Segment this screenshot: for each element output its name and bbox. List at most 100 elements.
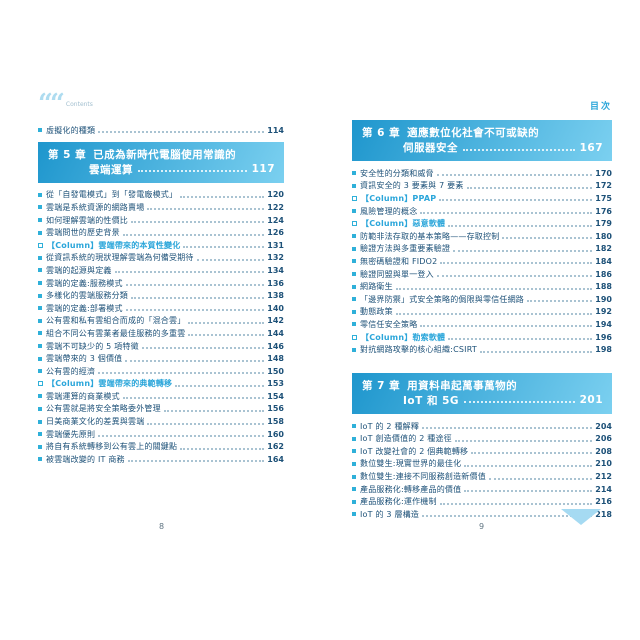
dotted-leader xyxy=(131,221,265,224)
toc-entry-page: 218 xyxy=(595,509,612,519)
toc-entry-title: 公有雲和私有雲組合而成的「混合雲」 xyxy=(46,316,186,326)
chapter-6-entry-list: 安全性的分類和威脅 170 資訊安全的 3 要素與 7 要素 172 【Colu… xyxy=(352,167,612,356)
toc-entry-title: IoT 改變社會的 2 個典範轉移 xyxy=(360,446,469,456)
toc-entry-title: 【Column】勒索軟體 xyxy=(361,332,446,342)
dotted-leader xyxy=(420,325,593,328)
dotted-leader xyxy=(453,249,593,252)
toc-entry-page: 208 xyxy=(595,446,612,456)
toc-entry: IoT 的 3 層構造 218 xyxy=(352,508,612,521)
bullet-square-icon xyxy=(352,272,356,277)
toc-entry-page: 170 xyxy=(595,168,612,178)
bullet-square-icon xyxy=(38,356,42,361)
left-folio: 8 xyxy=(159,522,165,531)
toc-entry-title: IoT 的 3 層構造 xyxy=(360,509,420,519)
toc-entry: 雲端問世的歷史背景 126 xyxy=(38,226,284,239)
toc-entry: 產品服務化:運作機制 216 xyxy=(352,495,612,508)
dotted-leader xyxy=(436,174,593,177)
contents-logo: ““ Contents xyxy=(38,91,284,117)
chapter-number: 第 5 章 xyxy=(48,148,87,161)
right-page-column: 第 6 章 適應數位化社會不可或缺的 伺服器安全 167 安全性的分類和威脅 1… xyxy=(352,120,612,521)
chapter-number: 第 6 章 xyxy=(362,127,401,139)
chapter-page-number: 117 xyxy=(251,163,275,176)
bullet-square-icon xyxy=(38,318,42,323)
toc-entry: IoT 的 2 種解釋 204 xyxy=(352,420,612,433)
bullet-square-icon xyxy=(38,128,42,133)
toc-entry: 雲端不可缺少的 5 項特徵 146 xyxy=(38,340,284,353)
toc-entry: 組合不同公有雲業者最佳服務的多重雲 144 xyxy=(38,327,284,340)
toc-entry-title: 「邊界防禦」式安全策略的侷限與零信任網路 xyxy=(360,294,524,304)
dotted-leader xyxy=(464,401,575,404)
toc-entry-page: 150 xyxy=(267,366,284,376)
chapter-title-line1: 第 6 章 適應數位化社會不可或缺的 xyxy=(362,125,603,140)
toc-entry-page: 124 xyxy=(267,215,284,225)
dotted-leader xyxy=(175,384,265,387)
toc-entry-page: 136 xyxy=(267,278,284,288)
bullet-square-icon xyxy=(352,474,356,479)
toc-entry-page: 188 xyxy=(595,282,612,292)
toc-entry: 產品服務化:轉移產品的價值 214 xyxy=(352,483,612,496)
toc-entry-title: 無密碼驗證和 FIDO2 xyxy=(360,256,438,266)
toc-entry-page: 204 xyxy=(595,421,612,431)
toc-entry-title: 防範非法存取的基本策略——存取控制 xyxy=(360,231,500,241)
bullet-square-icon xyxy=(352,334,357,340)
toc-entry-title: 組合不同公有雲業者最佳服務的多重雲 xyxy=(46,328,186,338)
dotted-leader xyxy=(448,224,593,227)
toc-entry: 網路衛生 188 xyxy=(352,280,612,293)
dotted-leader xyxy=(180,195,265,198)
bullet-square-icon xyxy=(352,449,356,454)
page-header-label: 目次 xyxy=(589,102,612,112)
chapter-title-line1: 第 7 章 用資料串起萬事萬物的 xyxy=(362,378,603,393)
bullet-square-icon xyxy=(352,424,356,429)
toc-entry-title: 產品服務化:運作機制 xyxy=(360,497,437,507)
toc-entry-page: 144 xyxy=(267,328,284,338)
toc-entry: 【Column】勒索軟體 196 xyxy=(352,331,612,344)
chapter-title-text2: 雲端運算 xyxy=(89,163,133,176)
bullet-square-icon xyxy=(38,192,42,197)
toc-entry-page: 114 xyxy=(267,125,284,135)
toc-entry-title: 雲端的定義:部署模式 xyxy=(46,303,123,313)
dotted-leader xyxy=(138,170,247,173)
toc-entry: 多樣化的雲端服務分類 138 xyxy=(38,289,284,302)
bullet-square-icon xyxy=(352,512,356,517)
toc-entry-title: 如何理解雲端的性價比 xyxy=(46,215,128,225)
toc-entry: 如何理解雲端的性價比 124 xyxy=(38,214,284,227)
toc-entry-page: 140 xyxy=(267,303,284,313)
bullet-square-icon xyxy=(38,218,42,223)
dotted-leader xyxy=(122,397,265,400)
dotted-leader xyxy=(183,246,265,249)
toc-entry-title: 多樣化的雲端服務分類 xyxy=(46,291,128,301)
chapter-7-entry-list: IoT 的 2 種解釋 204 IoT 創造價值的 2 種途徑 206 IoT … xyxy=(352,420,612,521)
bullet-square-icon xyxy=(38,419,42,424)
dotted-leader xyxy=(502,237,593,240)
dotted-leader xyxy=(464,464,593,467)
toc-entry: 安全性的分類和威脅 170 xyxy=(352,167,612,180)
toc-entry: 驗證同盟與單一登入 186 xyxy=(352,268,612,281)
dotted-leader xyxy=(395,312,593,315)
dotted-leader xyxy=(127,460,265,463)
bullet-square-icon xyxy=(352,284,356,289)
toc-entry-page: 179 xyxy=(595,219,612,229)
toc-entry-title: 雲端的起源與定義 xyxy=(46,265,112,275)
toc-entry-page: 142 xyxy=(267,316,284,326)
bullet-square-icon xyxy=(352,461,356,466)
toc-entry: 雲端帶來的 3 個價值 148 xyxy=(38,352,284,365)
toc-entry-title: 【Column】PPAP xyxy=(361,193,437,203)
chapter-number: 第 7 章 xyxy=(362,379,401,392)
dotted-leader xyxy=(436,275,593,278)
toc-entry-title: 動態政策 xyxy=(360,307,393,317)
toc-entry: 【Column】雲端帶來的典範轉移 153 xyxy=(38,378,284,391)
chapter-title-line2: 雲端運算 117 xyxy=(89,162,275,177)
toc-entry: 被雲端改變的 IT 商務 164 xyxy=(38,453,284,466)
toc-entry-title: 【Column】雲端帶來的本質性變化 xyxy=(47,240,181,250)
toc-entry-title: 驗證方法與多重要素驗證 xyxy=(360,244,451,254)
chapter-title-line2: 伺服器安全 167 xyxy=(403,140,603,155)
dotted-leader xyxy=(422,427,593,430)
dotted-leader xyxy=(196,258,265,261)
bullet-square-icon xyxy=(38,331,42,336)
toc-entry: 資訊安全的 3 要素與 7 要素 172 xyxy=(352,180,612,193)
bullet-square-icon xyxy=(352,171,356,176)
chapter-title-line1: 第 5 章 已成為新時代電腦使用常識的 xyxy=(48,147,275,162)
bullet-square-icon xyxy=(352,347,356,352)
bullet-square-icon xyxy=(352,183,356,188)
bullet-square-icon xyxy=(352,499,356,504)
